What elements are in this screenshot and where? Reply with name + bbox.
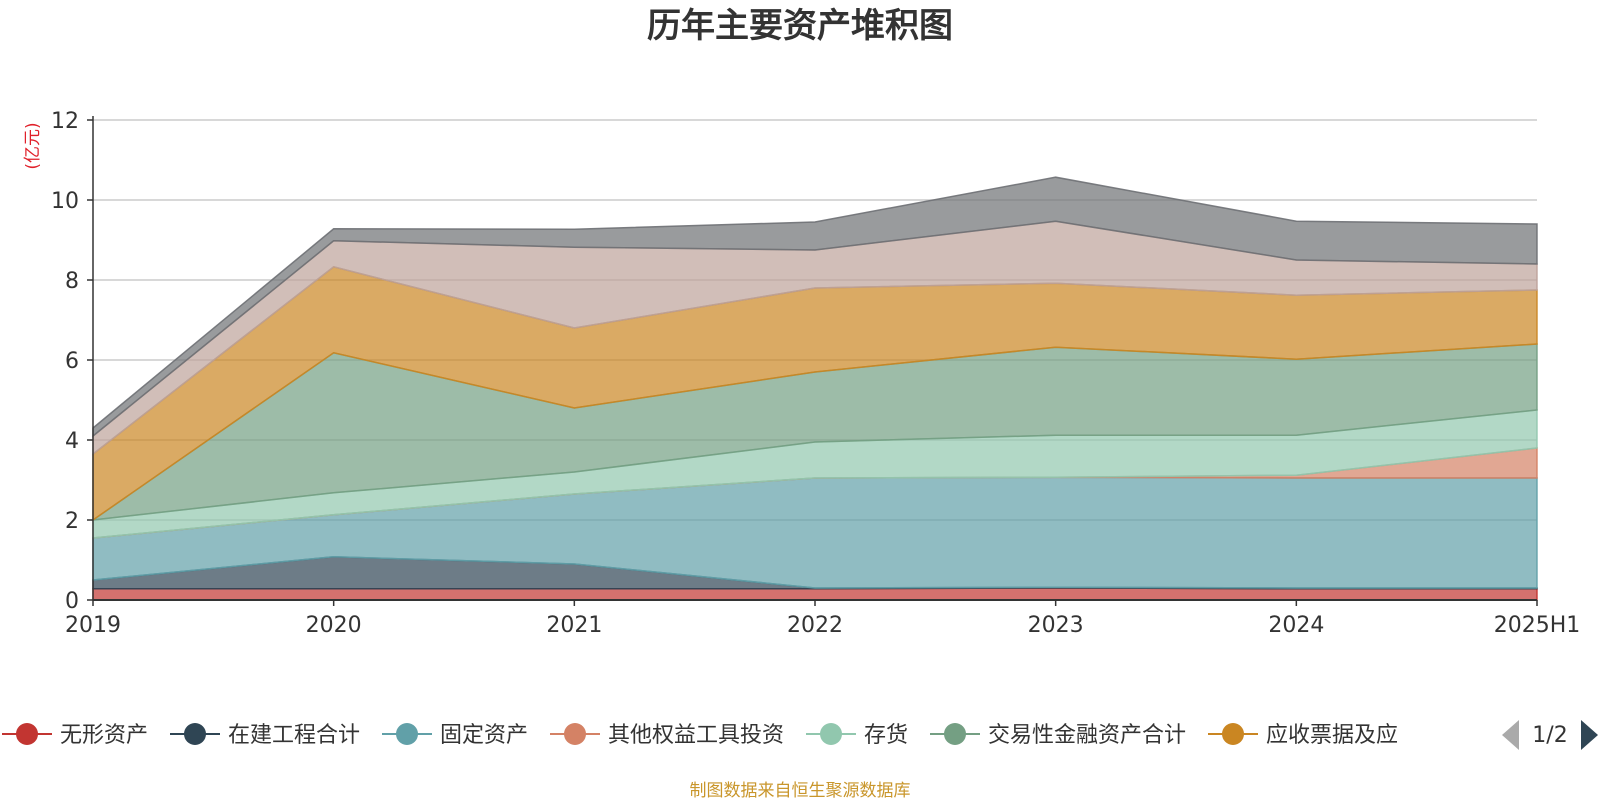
x-tick-label-2022: 2022 bbox=[787, 613, 843, 638]
y-tick-label-2: 2 bbox=[65, 509, 79, 534]
chart-title: 历年主要资产堆积图 bbox=[647, 6, 953, 46]
legend-marker-icon bbox=[16, 723, 38, 745]
legend-item-label: 固定资产 bbox=[440, 723, 528, 748]
legend-marker-icon bbox=[1222, 723, 1245, 745]
legend-item-label: 交易性金融资产合计 bbox=[988, 723, 1186, 748]
legend-item-3[interactable]: 固定资产 bbox=[382, 723, 528, 748]
area-series-1 bbox=[92, 587, 1538, 601]
legend-item-5[interactable]: 存货 bbox=[806, 723, 908, 748]
legend-item-label: 应收票据及应 bbox=[1266, 723, 1398, 748]
legend-item-4[interactable]: 其他权益工具投资 bbox=[550, 723, 784, 748]
legend-marker-icon bbox=[396, 723, 419, 745]
legend-marker-icon bbox=[944, 723, 967, 745]
legend-item-1[interactable]: 无形资产 bbox=[2, 723, 148, 748]
legend: 无形资产 在建工程合计 固定资产 其他权益工具投资 存货 交易性金融资产合计 应收票据及应 bbox=[2, 723, 1398, 748]
y-tick-label-6: 6 bbox=[65, 349, 79, 374]
legend-item-2[interactable]: 在建工程合计 bbox=[170, 723, 360, 748]
legend-prev-page-icon[interactable] bbox=[1502, 720, 1519, 750]
y-axis-unit-label: (亿元) bbox=[23, 122, 43, 169]
y-tick-label-0: 0 bbox=[65, 589, 79, 614]
legend-item-label: 无形资产 bbox=[60, 723, 148, 748]
legend-page-indicator: 1/2 bbox=[1532, 723, 1567, 748]
legend-next-page-icon[interactable] bbox=[1581, 720, 1598, 750]
y-tick-label-10: 10 bbox=[51, 189, 79, 214]
legend-marker-icon bbox=[820, 723, 843, 745]
y-tick-label-8: 8 bbox=[65, 269, 79, 294]
area-series-9 bbox=[92, 176, 1538, 438]
x-tick-label-2020: 2020 bbox=[306, 613, 362, 638]
data-source-note: 制图数据来自恒生聚源数据库 bbox=[690, 781, 911, 800]
x-tick-label-2021: 2021 bbox=[546, 613, 602, 638]
x-tick-label-2025H1: 2025H1 bbox=[1494, 613, 1581, 638]
legend-item-6[interactable]: 交易性金融资产合计 bbox=[930, 723, 1186, 748]
legend-item-label: 存货 bbox=[864, 723, 908, 748]
legend-item-7[interactable]: 应收票据及应 bbox=[1208, 723, 1398, 748]
area-series-group bbox=[92, 176, 1538, 601]
legend-pager: 1/2 bbox=[1502, 720, 1598, 750]
legend-marker-icon bbox=[564, 723, 587, 745]
y-tick-label-4: 4 bbox=[65, 429, 79, 454]
x-tick-label-2019: 2019 bbox=[65, 613, 121, 638]
axes: 0 2 4 6 8 10 12 2019 2020 2021 2022 2023 2024 2025H1 bbox=[51, 109, 1580, 638]
y-tick-label-12: 12 bbox=[51, 109, 79, 134]
legend-item-label: 在建工程合计 bbox=[228, 723, 360, 748]
legend-marker-icon bbox=[184, 723, 207, 745]
legend-item-label: 其他权益工具投资 bbox=[608, 723, 784, 748]
x-tick-label-2023: 2023 bbox=[1028, 613, 1084, 638]
x-tick-label-2024: 2024 bbox=[1268, 613, 1324, 638]
